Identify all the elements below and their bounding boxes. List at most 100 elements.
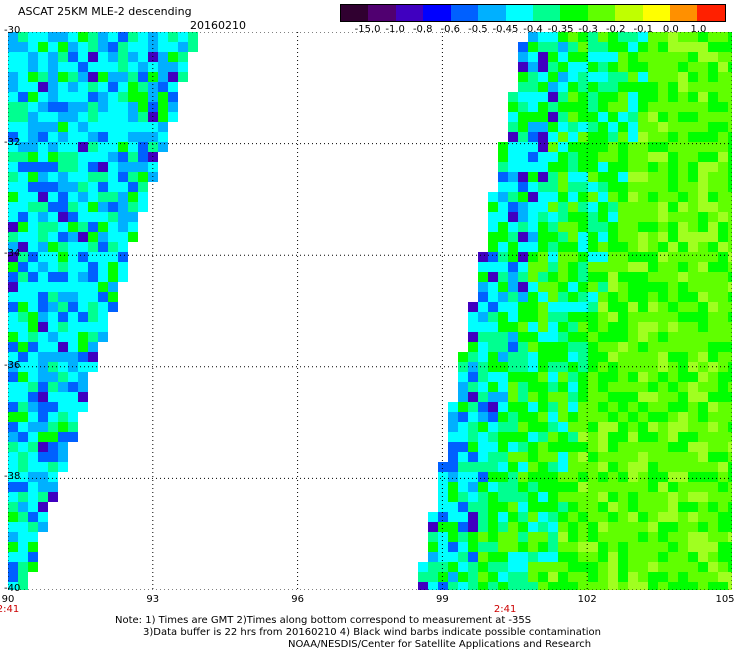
swath-cell xyxy=(78,102,88,112)
swath-cell xyxy=(608,512,618,522)
swath-cell xyxy=(608,202,618,212)
swath-cell xyxy=(68,322,78,332)
longitude-label: 105 xyxy=(715,594,735,605)
colorbar-segment xyxy=(505,5,533,21)
swath-cell xyxy=(78,242,88,252)
swath-cell xyxy=(498,182,508,192)
colorbar-label: -0.6 xyxy=(440,24,461,35)
swath-cell xyxy=(658,422,668,432)
swath-cell xyxy=(68,302,78,312)
swath-cell xyxy=(528,112,538,122)
swath-cell xyxy=(28,272,38,282)
swath-cell xyxy=(98,262,108,272)
swath-cell xyxy=(58,422,68,432)
swath-cell xyxy=(678,202,688,212)
swath-cell xyxy=(98,142,108,152)
swath-cell xyxy=(598,252,608,262)
swath-cell xyxy=(528,562,538,572)
swath-cell xyxy=(588,522,598,532)
swath-cell xyxy=(108,82,118,92)
swath-cell xyxy=(428,582,438,590)
swath-cell xyxy=(18,482,28,492)
swath-cell xyxy=(18,62,28,72)
swath-cell xyxy=(508,522,518,532)
swath-cell xyxy=(698,542,708,552)
swath-cell xyxy=(648,582,658,590)
swath-cell xyxy=(578,432,588,442)
swath-cell xyxy=(438,542,448,552)
swath-cell xyxy=(618,202,628,212)
swath-cell xyxy=(558,402,568,412)
swath-cell xyxy=(598,372,608,382)
swath-cell xyxy=(28,202,38,212)
swath-cell xyxy=(598,212,608,222)
swath-cell xyxy=(528,542,538,552)
swath-cell xyxy=(628,542,638,552)
swath-cell xyxy=(618,542,628,552)
swath-cell xyxy=(48,142,58,152)
swath-cell xyxy=(618,62,628,72)
swath-cell xyxy=(148,62,158,72)
swath-cell xyxy=(548,412,558,422)
swath-cell xyxy=(678,192,688,202)
swath-cell xyxy=(698,442,708,452)
swath-cell xyxy=(8,32,18,42)
swath-cell xyxy=(718,542,728,552)
swath-cell xyxy=(658,32,668,42)
swath-cell xyxy=(438,572,448,582)
swath-cell xyxy=(538,192,548,202)
swath-cell xyxy=(578,272,588,282)
swath-cell xyxy=(608,192,618,202)
swath-cell xyxy=(68,272,78,282)
swath-cell xyxy=(578,402,588,412)
swath-cell xyxy=(698,152,708,162)
swath-cell xyxy=(668,162,678,172)
swath-cell xyxy=(88,322,98,332)
time-label: 2:41 xyxy=(493,604,517,615)
swath-cell xyxy=(618,192,628,202)
swath-cell xyxy=(618,72,628,82)
swath-cell xyxy=(708,492,718,502)
swath-cell xyxy=(538,92,548,102)
swath-cell xyxy=(448,472,458,482)
swath-cell xyxy=(58,272,68,282)
swath-cell xyxy=(48,422,58,432)
swath-cell xyxy=(18,392,28,402)
swath-cell xyxy=(28,132,38,142)
swath-cell xyxy=(498,212,508,222)
swath-cell xyxy=(668,102,678,112)
swath-cell xyxy=(458,492,468,502)
swath-cell xyxy=(568,92,578,102)
swath-cell xyxy=(668,392,678,402)
swath-cell xyxy=(48,92,58,102)
swath-cell xyxy=(528,222,538,232)
swath-cell xyxy=(108,172,118,182)
swath-cell xyxy=(668,382,678,392)
swath-cell xyxy=(488,562,498,572)
swath-cell xyxy=(38,302,48,312)
swath-cell xyxy=(668,522,678,532)
swath-cell xyxy=(488,242,498,252)
swath-cell xyxy=(538,182,548,192)
swath-cell xyxy=(648,392,658,402)
swath-cell xyxy=(708,92,718,102)
swath-cell xyxy=(718,162,728,172)
swath-cell xyxy=(548,472,558,482)
swath-cell xyxy=(708,122,718,132)
swath-cell xyxy=(638,122,648,132)
swath-cell xyxy=(98,302,108,312)
swath-cell xyxy=(528,452,538,462)
swath-cell xyxy=(548,92,558,102)
swath-cell xyxy=(568,422,578,432)
swath-cell xyxy=(678,502,688,512)
swath-cell xyxy=(568,52,578,62)
swath-cell xyxy=(568,302,578,312)
swath-cell xyxy=(678,372,688,382)
swath-cell xyxy=(78,362,88,372)
swath-cell xyxy=(548,562,558,572)
swath-cell xyxy=(728,532,732,542)
swath-cell xyxy=(728,222,732,232)
swath-cell xyxy=(598,162,608,172)
swath-cell xyxy=(548,312,558,322)
swath-cell xyxy=(28,192,38,202)
